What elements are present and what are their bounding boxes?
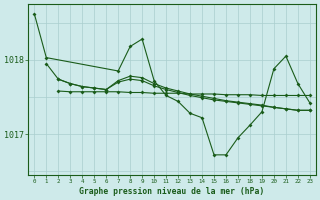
X-axis label: Graphe pression niveau de la mer (hPa): Graphe pression niveau de la mer (hPa) [79, 187, 265, 196]
